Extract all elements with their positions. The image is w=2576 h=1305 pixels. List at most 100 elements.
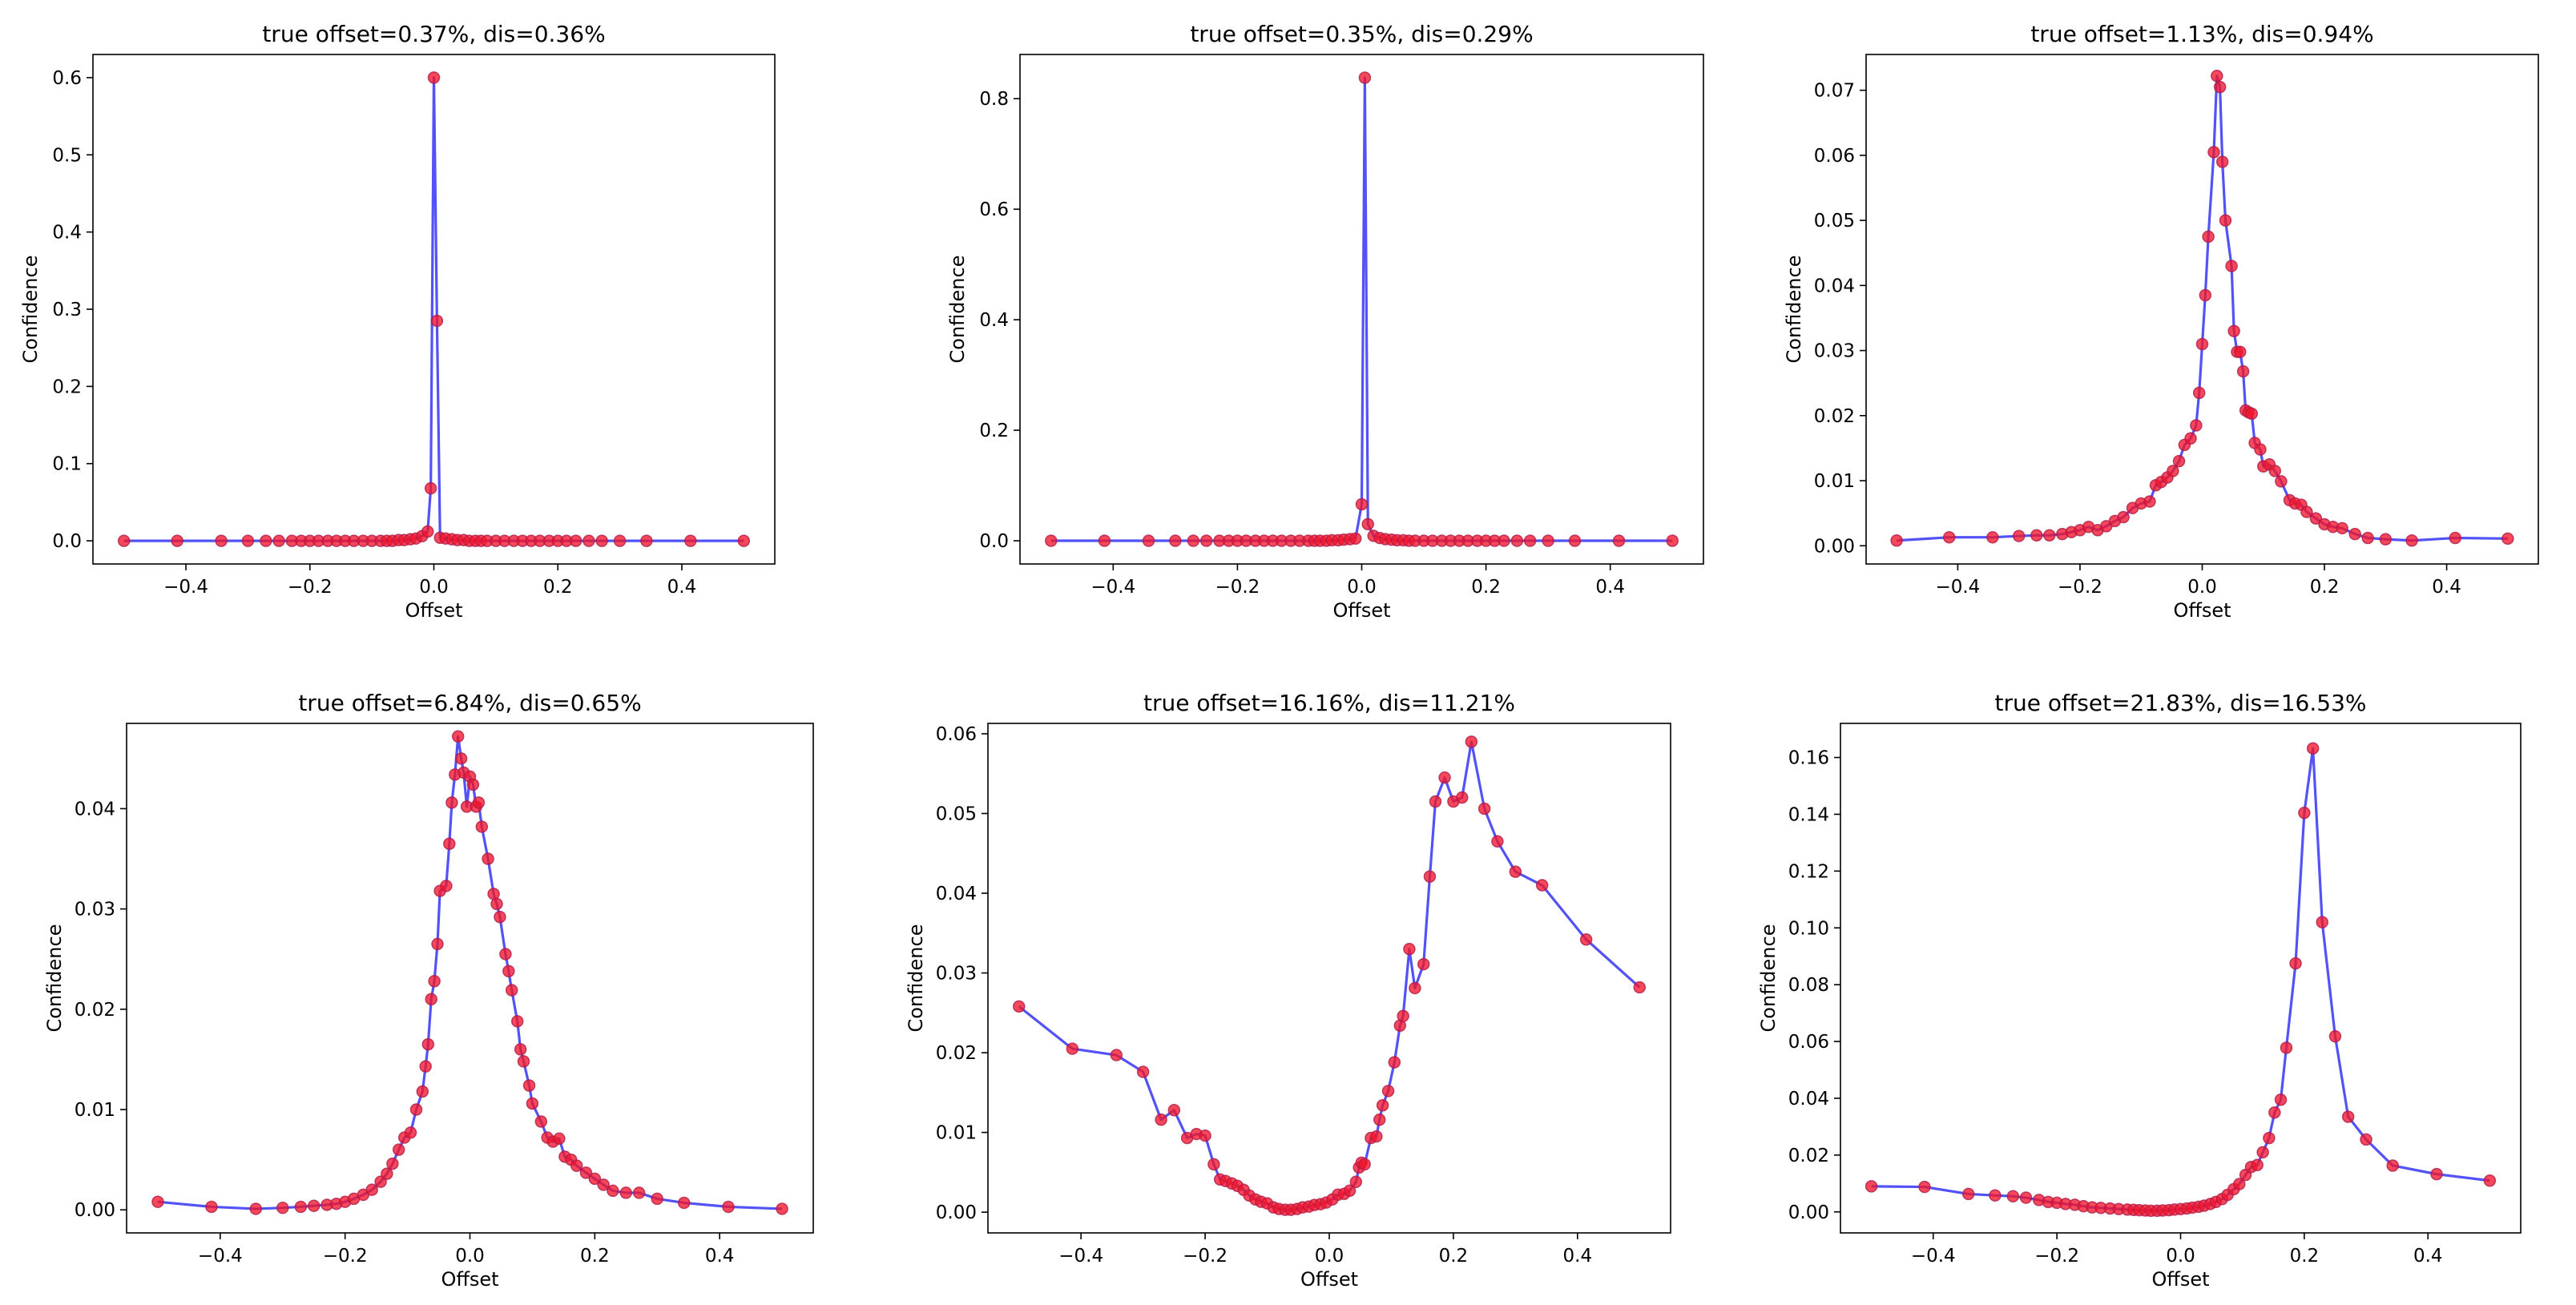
x-tick-label: 0.4 bbox=[2432, 577, 2461, 598]
y-tick-label: 0.00 bbox=[1814, 536, 1855, 557]
data-point bbox=[1633, 981, 1647, 994]
data-point bbox=[1349, 532, 1362, 546]
x-tick-label: 0.4 bbox=[2413, 1246, 2443, 1267]
x-tick-label: −0.4 bbox=[1058, 1246, 1103, 1267]
plot-area bbox=[151, 730, 788, 1215]
data-point bbox=[1542, 534, 1554, 547]
series-line bbox=[1018, 740, 1641, 1211]
y-axis-label: Confidence bbox=[1757, 924, 1780, 1033]
y-tick-label: 0.06 bbox=[1814, 146, 1855, 167]
data-point bbox=[1349, 1175, 1363, 1189]
data-point bbox=[1199, 1129, 1211, 1142]
data-point bbox=[2379, 533, 2393, 546]
y-tick-label: 0.00 bbox=[1788, 1202, 1829, 1223]
data-point bbox=[2430, 1167, 2443, 1181]
data-point bbox=[2306, 742, 2320, 755]
data-point bbox=[613, 534, 627, 547]
data-point bbox=[272, 534, 285, 547]
data-point bbox=[2275, 475, 2288, 488]
data-point bbox=[2202, 230, 2215, 244]
data-point bbox=[421, 525, 434, 538]
subplot-3: true offset=1.13%, dis=0.94%−0.4 −0.2 0.0 0… bbox=[1783, 21, 2539, 622]
data-point bbox=[651, 1192, 663, 1206]
data-point bbox=[1045, 534, 1058, 547]
x-tick-label: −0.4 bbox=[198, 1246, 243, 1267]
data-point bbox=[1381, 1085, 1395, 1098]
data-point bbox=[1962, 1187, 1975, 1201]
x-tick-label: −0.4 bbox=[1935, 577, 1980, 598]
data-point bbox=[1438, 771, 1451, 784]
data-point bbox=[466, 778, 480, 791]
data-point bbox=[553, 1132, 566, 1146]
data-point bbox=[2360, 1133, 2372, 1146]
data-point bbox=[2190, 419, 2203, 432]
data-point bbox=[241, 534, 255, 547]
data-point bbox=[570, 1159, 583, 1172]
data-point bbox=[510, 1015, 524, 1028]
data-point bbox=[1510, 534, 1524, 547]
axes-frame bbox=[987, 723, 1671, 1234]
plot-area bbox=[1012, 735, 1647, 1216]
data-point bbox=[2328, 1029, 2342, 1043]
x-axis-label: Offset bbox=[1332, 599, 1390, 622]
data-point bbox=[2289, 957, 2302, 970]
data-point bbox=[1918, 1180, 1931, 1194]
data-point bbox=[430, 314, 444, 328]
data-point bbox=[1403, 942, 1416, 956]
data-point bbox=[1612, 534, 1626, 547]
x-axis-label: Offset bbox=[441, 1268, 498, 1291]
data-point bbox=[1989, 1189, 2002, 1202]
axes-frame bbox=[1865, 54, 2539, 565]
plot-area bbox=[1045, 71, 1679, 547]
data-point bbox=[2192, 386, 2206, 400]
data-point bbox=[2211, 70, 2223, 83]
x-tick-label: −0.2 bbox=[2034, 1246, 2079, 1267]
data-point bbox=[2233, 1178, 2246, 1190]
x-tick-label: 0.2 bbox=[543, 577, 573, 598]
x-tick-label: −0.2 bbox=[1215, 577, 1260, 598]
y-axis-label: Confidence bbox=[19, 256, 42, 364]
data-point bbox=[1343, 1184, 1357, 1197]
plot-area bbox=[1864, 742, 2497, 1218]
data-point bbox=[514, 1043, 527, 1056]
data-point bbox=[1373, 1113, 1386, 1126]
data-point bbox=[392, 1143, 405, 1156]
data-point bbox=[2143, 495, 2156, 508]
data-point bbox=[1456, 791, 1469, 804]
x-tick-label: 0.0 bbox=[2187, 577, 2217, 598]
data-point bbox=[1066, 1042, 1079, 1055]
data-point bbox=[443, 837, 456, 850]
data-point bbox=[2274, 1093, 2288, 1106]
y-axis-label: Confidence bbox=[905, 924, 927, 1033]
data-point bbox=[1417, 957, 1430, 971]
data-point bbox=[2019, 1191, 2033, 1204]
data-point bbox=[2245, 407, 2259, 421]
y-tick-label: 0.10 bbox=[1788, 918, 1829, 939]
data-point bbox=[365, 1183, 378, 1196]
chart-title: true offset=6.84%, dis=0.65% bbox=[298, 690, 641, 716]
data-point bbox=[579, 1166, 593, 1179]
x-tick-label: 0.4 bbox=[1595, 577, 1625, 598]
data-point bbox=[381, 1167, 393, 1180]
data-point bbox=[386, 1157, 399, 1170]
data-point bbox=[1535, 879, 1549, 892]
y-tick-label: 0.02 bbox=[75, 1000, 115, 1021]
y-tick-label: 0.6 bbox=[52, 68, 82, 89]
data-point bbox=[1579, 932, 1593, 946]
data-point bbox=[607, 1184, 619, 1198]
data-point bbox=[2184, 432, 2197, 445]
data-point bbox=[2030, 529, 2043, 542]
data-point bbox=[499, 948, 512, 961]
data-point bbox=[2207, 146, 2220, 159]
y-tick-label: 0.07 bbox=[1814, 81, 1855, 102]
y-tick-label: 0.04 bbox=[1788, 1089, 1829, 1110]
data-point bbox=[1429, 795, 1442, 808]
axes-frame bbox=[126, 723, 814, 1234]
y-tick-label: 0.8 bbox=[979, 89, 1009, 110]
y-tick-label: 0.03 bbox=[936, 964, 977, 985]
x-axis-label: Offset bbox=[1300, 1268, 1358, 1291]
data-point bbox=[490, 897, 503, 911]
y-axis-label: Confidence bbox=[43, 924, 66, 1033]
data-point bbox=[1376, 1099, 1389, 1112]
data-point bbox=[619, 1186, 633, 1199]
